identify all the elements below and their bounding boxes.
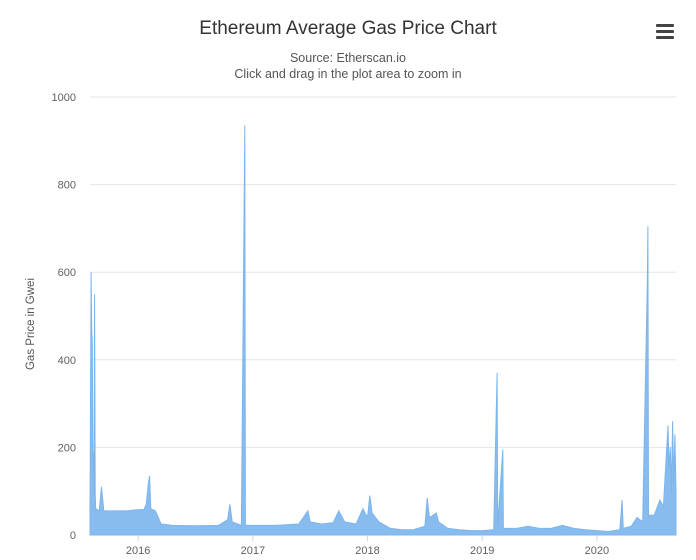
- x-tick-label: 2017: [241, 545, 265, 557]
- x-tick-label: 2019: [470, 545, 494, 557]
- y-tick-label: 600: [58, 267, 76, 279]
- hamburger-icon[interactable]: [654, 22, 676, 40]
- y-tick-label: 0: [70, 530, 76, 542]
- x-tick-label: 2020: [585, 545, 609, 557]
- chart-title: Ethereum Average Gas Price Chart: [199, 18, 497, 39]
- x-tick-label: 2016: [126, 545, 150, 557]
- hamburger-icon-bar: [656, 30, 674, 33]
- x-axis-ticks: 2016 2017 2018 2019 2020: [126, 535, 609, 557]
- x-tick-label: 2018: [355, 545, 379, 557]
- y-tick-label: 400: [58, 355, 76, 367]
- chart-subtitle-hint: Click and drag in the plot area to zoom …: [234, 67, 462, 81]
- hamburger-icon-bar: [656, 36, 674, 39]
- hamburger-icon-bar: [656, 24, 674, 27]
- y-tick-label: 800: [58, 180, 76, 192]
- series-area-path: [89, 125, 677, 536]
- chart-subtitle-source: Source: Etherscan.io: [289, 51, 407, 65]
- y-tick-label: 1000: [52, 92, 76, 104]
- y-axis-ticks: 0 200 400 600 800 1000: [52, 92, 76, 542]
- y-axis-title: Gas Price in Gwei: [25, 278, 37, 370]
- grid-lines: [90, 96, 676, 536]
- y-tick-label: 200: [58, 442, 76, 454]
- series-area: [89, 125, 677, 536]
